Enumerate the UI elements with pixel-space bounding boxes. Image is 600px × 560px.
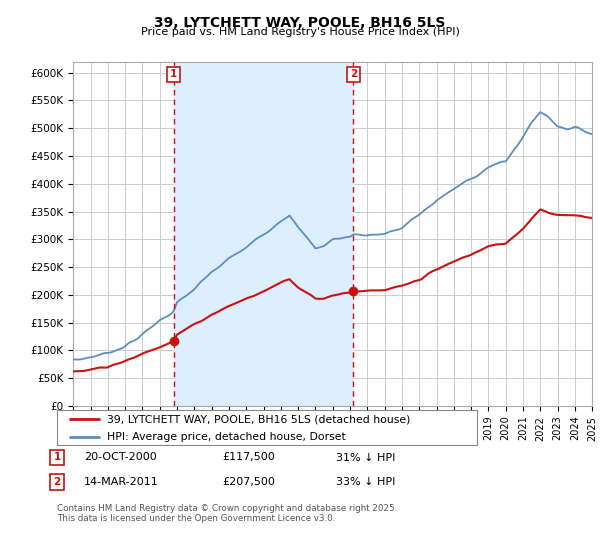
- Text: 2: 2: [53, 477, 61, 487]
- Text: £117,500: £117,500: [222, 452, 275, 463]
- Text: 39, LYTCHETT WAY, POOLE, BH16 5LS: 39, LYTCHETT WAY, POOLE, BH16 5LS: [154, 16, 446, 30]
- Text: 14-MAR-2011: 14-MAR-2011: [84, 477, 159, 487]
- Text: 2: 2: [350, 69, 357, 79]
- Text: Contains HM Land Registry data © Crown copyright and database right 2025.
This d: Contains HM Land Registry data © Crown c…: [57, 504, 397, 524]
- Text: Price paid vs. HM Land Registry's House Price Index (HPI): Price paid vs. HM Land Registry's House …: [140, 27, 460, 37]
- Text: 20-OCT-2000: 20-OCT-2000: [84, 452, 157, 463]
- Text: 1: 1: [53, 452, 61, 463]
- Text: 31% ↓ HPI: 31% ↓ HPI: [336, 452, 395, 463]
- Text: 33% ↓ HPI: 33% ↓ HPI: [336, 477, 395, 487]
- Bar: [173, 62, 353, 406]
- Text: HPI: Average price, detached house, Dorset: HPI: Average price, detached house, Dors…: [107, 432, 346, 442]
- Text: 39, LYTCHETT WAY, POOLE, BH16 5LS (detached house): 39, LYTCHETT WAY, POOLE, BH16 5LS (detac…: [107, 414, 411, 424]
- Text: £207,500: £207,500: [222, 477, 275, 487]
- Text: 1: 1: [170, 69, 177, 79]
